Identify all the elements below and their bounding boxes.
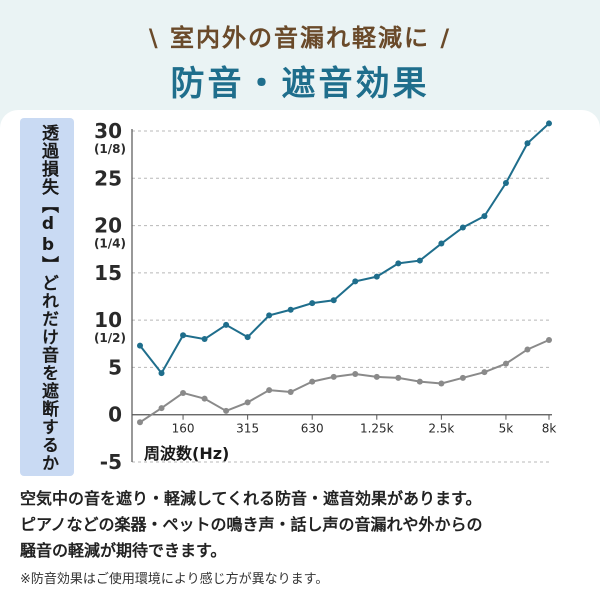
x-tick-label: 630 — [301, 422, 324, 436]
data-point — [481, 213, 488, 220]
x-tick-label: 160 — [172, 422, 195, 436]
series-line — [139, 339, 550, 424]
y-axis-label-box — [20, 118, 74, 476]
data-point — [330, 297, 337, 304]
data-point — [201, 395, 208, 402]
data-point — [546, 337, 552, 344]
data-point — [266, 387, 273, 394]
y-tick-label: 10 — [94, 308, 122, 332]
description-line: 空気中の音を遮り・軽減してくれる防音・遮音効果があります。 — [20, 489, 482, 508]
data-point — [244, 334, 251, 341]
page-title: 防音・遮音効果 — [170, 64, 430, 104]
data-point — [416, 378, 423, 385]
y-axis-label: 透過損失【db】どれだけ音を遮断するか — [38, 124, 58, 472]
data-point — [502, 360, 509, 367]
x-tick-labels: 160 315 630 1.25k 2.5k 5k 8k — [172, 422, 557, 436]
y-tick-label: 20 — [94, 214, 122, 238]
y-tick-label: 0 — [108, 403, 122, 427]
data-point — [330, 373, 337, 380]
y-tick-sublabel: (1/2) — [94, 331, 126, 345]
y-tick-label: 5 — [108, 355, 122, 379]
data-point — [352, 278, 359, 285]
axis-layer — [131, 129, 552, 462]
data-point — [502, 180, 509, 187]
data-point — [180, 389, 187, 396]
data-point — [137, 342, 143, 349]
data-point — [309, 300, 316, 307]
data-point — [395, 374, 402, 381]
x-tick-label: 315 — [236, 422, 259, 436]
data-point — [266, 312, 273, 319]
y-tick-sublabel: (1/4) — [94, 237, 126, 251]
data-point — [438, 240, 445, 247]
data-point — [223, 321, 230, 328]
usage-note: ※防音効果はご使用環境により感じ方が異なります。 — [20, 572, 329, 587]
data-point — [244, 399, 251, 406]
data-point — [524, 140, 531, 147]
data-point — [287, 306, 294, 313]
data-point — [459, 374, 466, 381]
y-tick-label: 25 — [94, 166, 122, 190]
data-point — [546, 120, 552, 127]
data-point — [352, 371, 359, 378]
data-point — [201, 336, 208, 343]
data-point — [373, 373, 380, 380]
description-line: 騒音の軽減が期待できます。 — [20, 541, 227, 560]
description-line: ピアノなどの楽器・ペットの鳴き声・話し声の音漏れや外からの — [20, 515, 483, 534]
data-point — [223, 407, 230, 414]
data-point — [309, 378, 316, 385]
x-tick-label: 1.25k — [360, 422, 394, 436]
y-tick-label: 30 — [94, 119, 122, 143]
y-tick-sublabel: (1/8) — [94, 142, 126, 156]
data-point — [395, 260, 402, 267]
header-subtitle: \ 室内外の音漏れ軽減に / — [148, 24, 452, 52]
data-point — [438, 380, 445, 387]
y-tick-label: -5 — [100, 450, 122, 474]
grid-layer — [132, 130, 552, 463]
data-point — [524, 346, 531, 353]
data-point — [158, 405, 165, 412]
series-layer — [137, 120, 552, 426]
y-tick-labels: 30(1/8) 25 20(1/4) 15 10(1/2) 5 0 -5 — [94, 119, 126, 474]
data-point — [416, 257, 423, 264]
y-tick-label: 15 — [94, 261, 122, 285]
x-tick-label: 8k — [542, 422, 557, 436]
data-point — [180, 332, 187, 339]
data-point — [373, 273, 380, 280]
data-point — [137, 419, 143, 426]
data-point — [287, 389, 294, 396]
x-axis-label: 周波数(Hz) — [144, 444, 230, 463]
series-line — [139, 122, 550, 375]
x-tick-label: 2.5k — [428, 422, 454, 436]
x-tick-label: 5k — [499, 422, 514, 436]
description: 空気中の音を遮り・軽減してくれる防音・遮音効果があります。 ピアノなどの楽器・ペ… — [20, 486, 590, 564]
data-point — [459, 224, 466, 231]
data-point — [481, 369, 488, 376]
data-point — [158, 370, 165, 377]
